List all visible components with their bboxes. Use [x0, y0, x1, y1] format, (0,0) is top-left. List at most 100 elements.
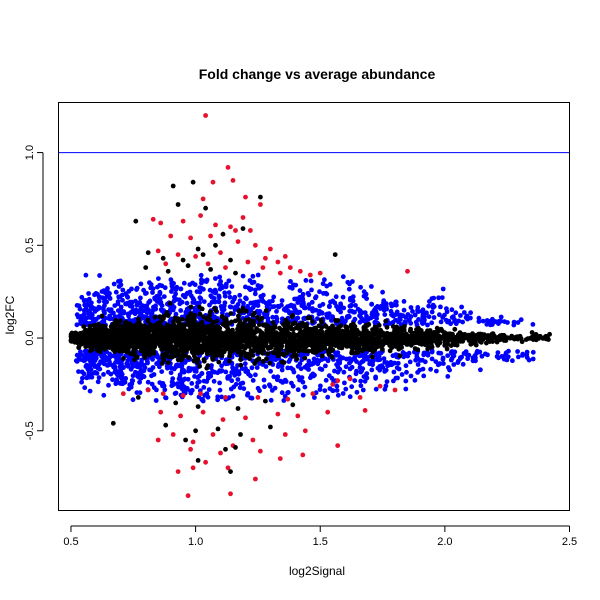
data-point	[155, 248, 161, 254]
data-point	[350, 294, 356, 300]
data-point	[110, 310, 115, 316]
data-point	[86, 328, 92, 334]
data-point	[101, 372, 106, 377]
data-point	[281, 307, 287, 312]
data-point	[168, 233, 174, 239]
data-point	[227, 334, 233, 339]
data-point	[160, 326, 166, 331]
data-point	[96, 298, 102, 304]
data-points	[68, 113, 552, 499]
data-point	[235, 377, 241, 382]
data-point	[429, 320, 435, 326]
data-point	[258, 448, 263, 454]
data-point	[87, 315, 93, 320]
data-point	[263, 337, 268, 343]
data-point	[419, 341, 424, 346]
data-point	[267, 360, 273, 366]
data-point	[297, 268, 303, 274]
data-point	[403, 352, 409, 357]
data-point	[256, 299, 261, 304]
data-point	[347, 394, 353, 400]
data-point	[438, 319, 444, 325]
data-point	[373, 305, 379, 311]
data-point	[168, 370, 174, 376]
data-point	[79, 379, 84, 385]
data-point	[241, 386, 247, 391]
data-point	[412, 312, 418, 318]
data-point	[223, 281, 229, 287]
data-point	[220, 315, 226, 320]
data-point	[288, 279, 293, 284]
data-point	[236, 308, 242, 314]
data-point	[180, 367, 185, 372]
data-point	[290, 313, 295, 318]
data-point	[243, 295, 249, 301]
data-point	[361, 374, 367, 379]
data-point	[134, 335, 140, 341]
data-point	[285, 320, 290, 326]
data-point	[396, 366, 402, 372]
data-point	[190, 439, 196, 445]
data-point	[441, 361, 446, 366]
data-point	[161, 294, 167, 299]
data-point	[369, 343, 375, 348]
data-point	[72, 335, 78, 341]
data-point	[271, 294, 277, 300]
data-point	[311, 359, 317, 365]
data-point	[371, 358, 376, 364]
data-point	[436, 350, 442, 356]
data-point	[115, 347, 121, 352]
data-point	[203, 205, 209, 211]
data-point	[312, 350, 317, 355]
data-point	[295, 309, 300, 315]
data-point	[305, 290, 311, 296]
data-point	[239, 338, 245, 344]
data-point	[330, 347, 336, 353]
data-point	[503, 350, 509, 356]
data-point	[319, 346, 325, 352]
data-point	[192, 282, 198, 288]
data-point	[307, 306, 312, 311]
data-point	[322, 388, 328, 393]
data-point	[453, 310, 459, 316]
data-point	[118, 342, 124, 348]
data-point	[178, 413, 184, 419]
data-point	[426, 330, 432, 336]
data-point	[245, 259, 251, 265]
data-point	[335, 378, 341, 384]
data-point	[354, 329, 360, 335]
data-point	[423, 342, 429, 348]
data-point	[231, 331, 237, 337]
data-point	[395, 336, 401, 342]
data-point	[138, 311, 144, 317]
data-point	[197, 311, 203, 317]
data-point	[135, 395, 141, 400]
data-point	[152, 334, 158, 340]
data-point	[501, 338, 507, 343]
data-point	[157, 282, 163, 288]
data-point	[275, 259, 281, 265]
data-point	[380, 289, 385, 295]
data-point	[388, 359, 394, 365]
data-point	[194, 339, 200, 345]
data-point	[327, 282, 333, 287]
data-point	[281, 398, 287, 403]
data-point	[197, 379, 202, 385]
data-point	[253, 372, 258, 378]
data-point	[228, 346, 234, 351]
data-point	[170, 183, 176, 189]
data-point	[381, 356, 387, 361]
data-point	[108, 353, 114, 359]
data-point	[113, 289, 119, 295]
data-point	[253, 358, 259, 364]
data-point	[437, 312, 442, 318]
data-point	[319, 353, 325, 359]
data-point	[485, 334, 491, 340]
data-point	[369, 312, 375, 317]
data-point	[265, 316, 271, 321]
data-point	[233, 270, 238, 276]
data-point	[257, 309, 263, 314]
data-point	[258, 202, 263, 207]
data-point	[147, 324, 153, 329]
data-point	[184, 291, 190, 297]
